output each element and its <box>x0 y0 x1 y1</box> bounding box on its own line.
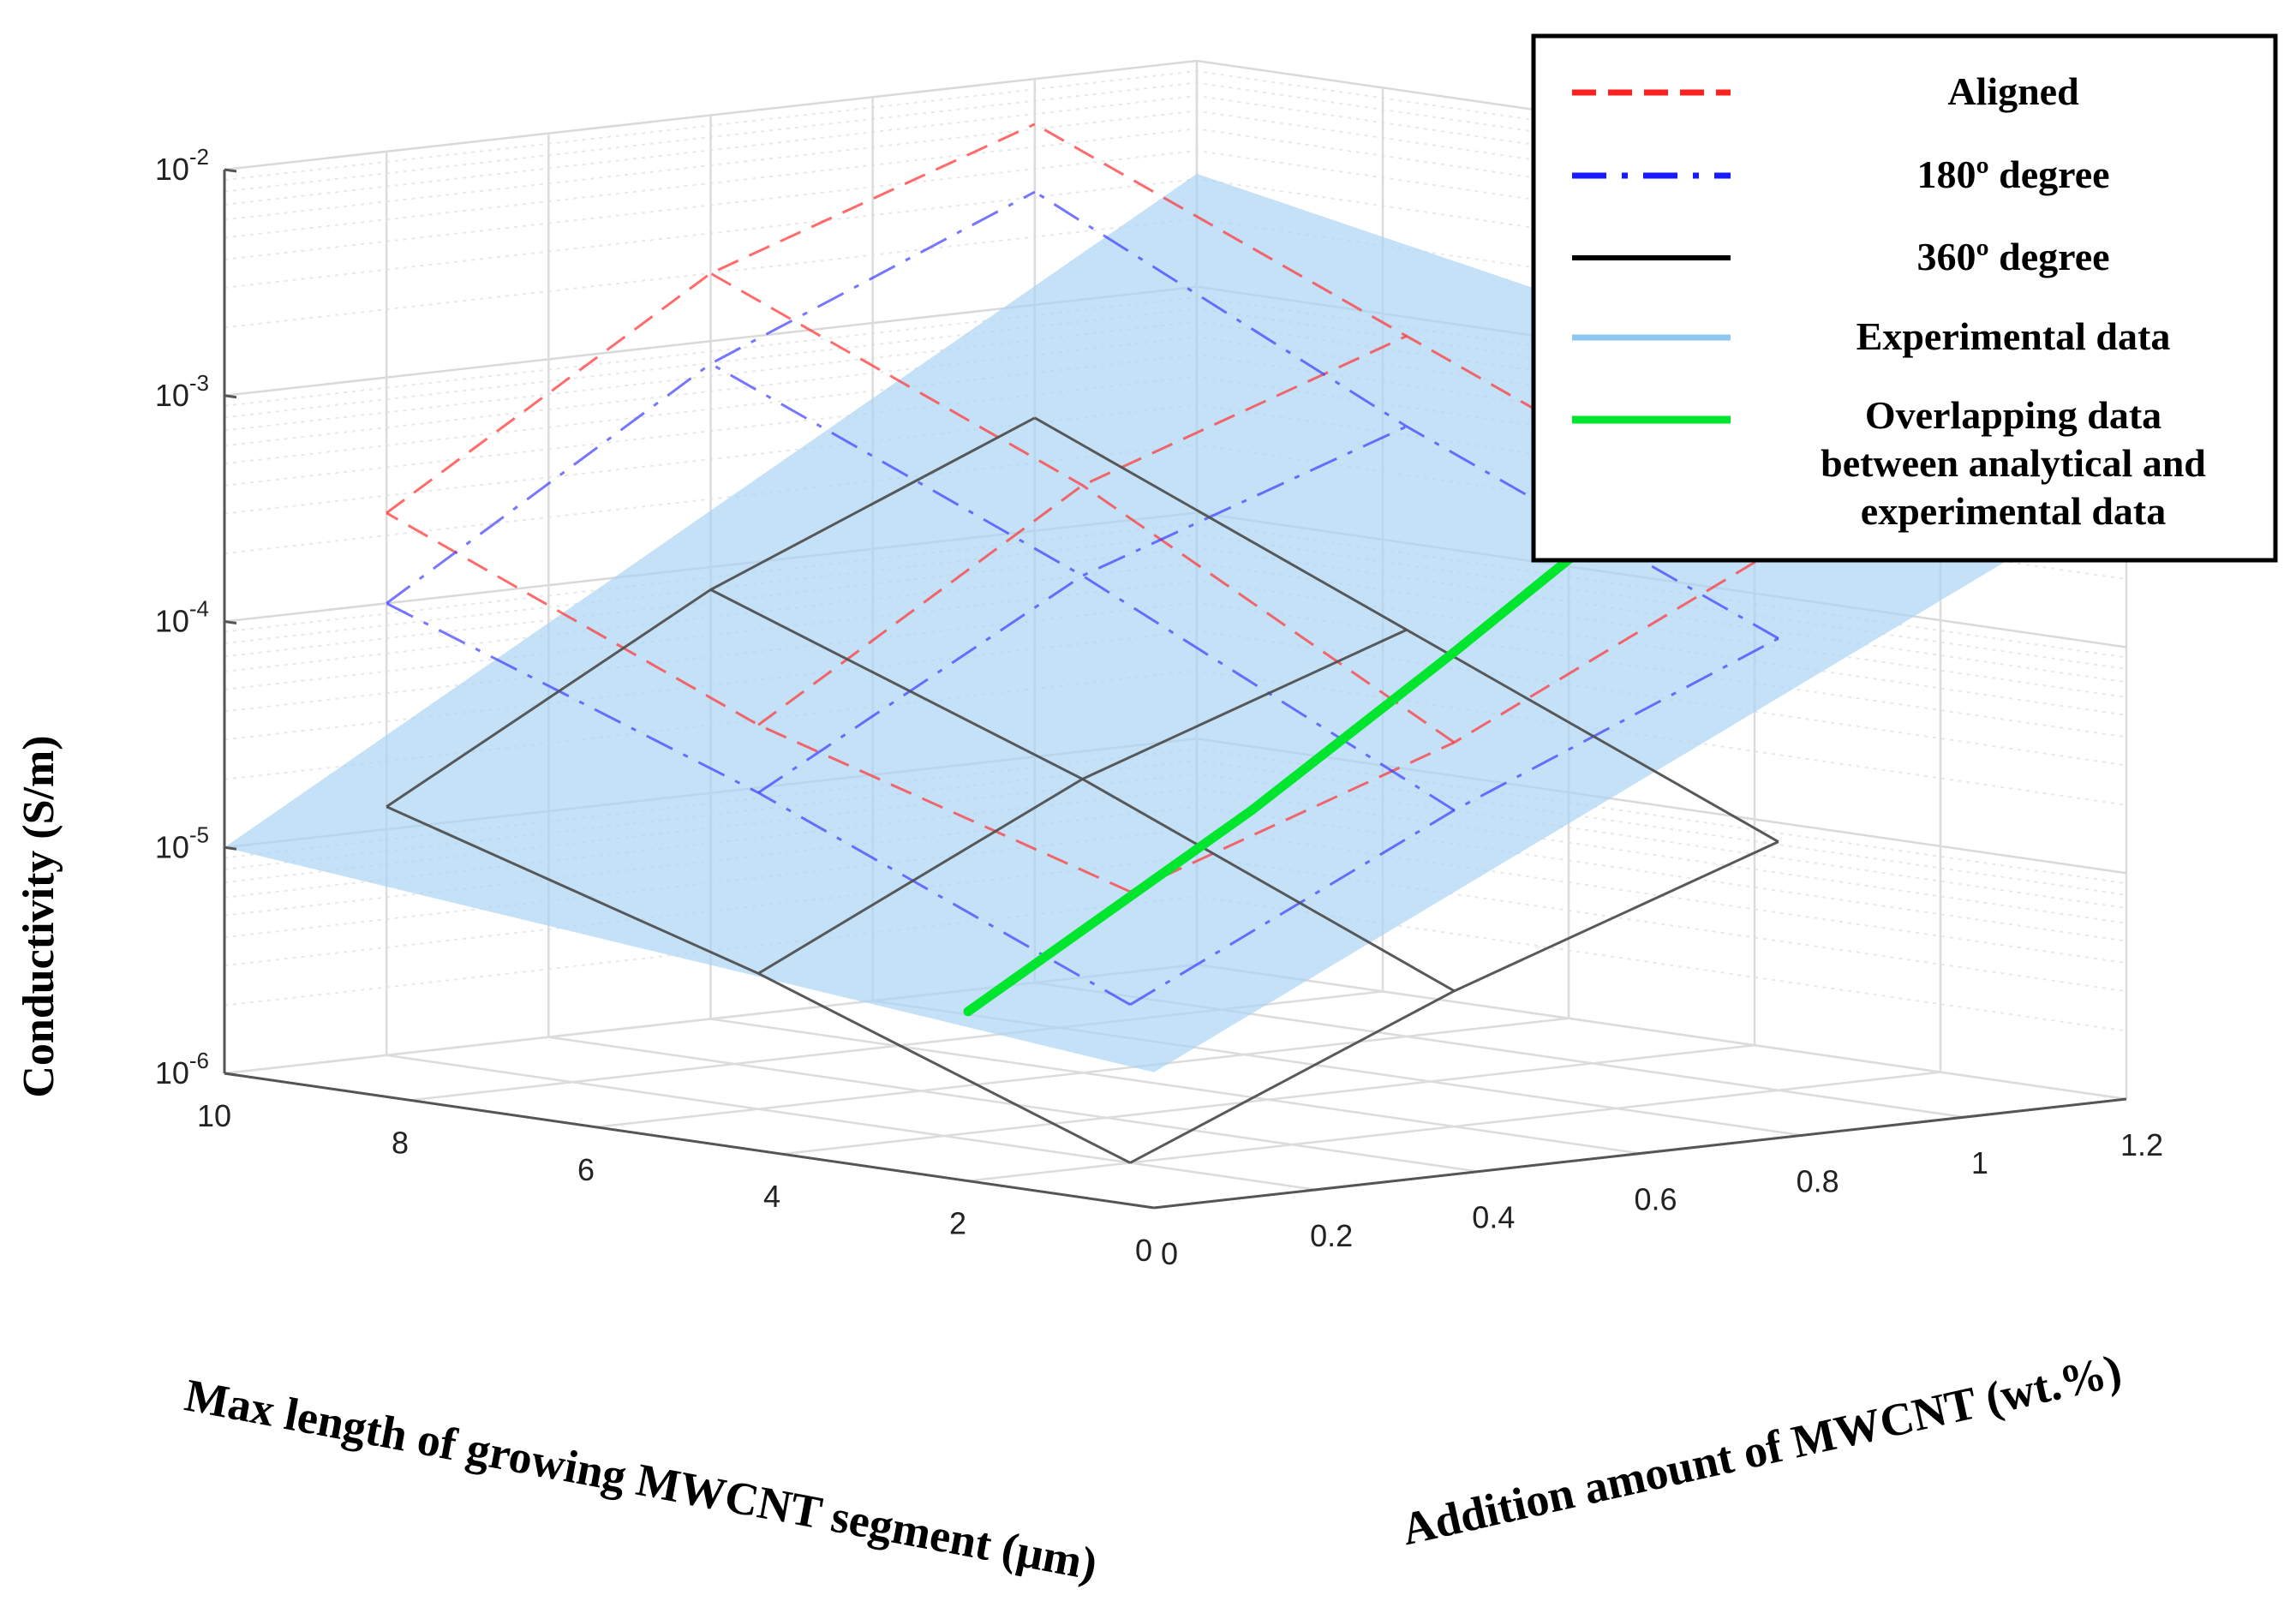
x-axis-line <box>224 1072 1155 1210</box>
y-floor-gridline <box>1196 963 2127 1101</box>
legend-label-aligned: Aligned <box>1947 69 2079 113</box>
legend-label-overlap-line3: experimental data <box>1861 489 2166 533</box>
y-tick-label: 0 <box>1161 1236 1178 1271</box>
y-tick-label: 0.8 <box>1797 1163 1839 1198</box>
y-tick-label: 1.2 <box>2120 1127 2163 1162</box>
x-tick-label: 6 <box>577 1152 595 1187</box>
180-degree-wire-x-1 <box>757 425 1408 794</box>
360-degree-wire-y-0 <box>386 805 1131 1164</box>
y-axis-title: Addition amount of MWCNT (wt.%) <box>1397 1345 2126 1556</box>
z-tick-mark <box>224 845 237 851</box>
y-floor-gridline <box>710 1018 1641 1155</box>
z-axis-title: Conductivity (S/m) <box>15 735 63 1097</box>
legend-label-experimental: Experimental data <box>1857 314 2171 358</box>
x-tick-label: 10 <box>197 1098 231 1133</box>
x-tick-label: 8 <box>392 1125 409 1160</box>
legend-box <box>1531 33 2278 563</box>
360-degree-wire-y-2 <box>1034 416 1779 843</box>
z-tick-label: 10-5 <box>155 821 209 864</box>
x-tick-label: 4 <box>763 1179 780 1214</box>
180-degree-wire-y-1 <box>709 362 1456 812</box>
360-degree-wire-y-1 <box>709 588 1456 993</box>
x-tick-label: 2 <box>949 1206 966 1241</box>
z-tick-mark <box>224 394 237 399</box>
axes: 10-6 10-5 10-4 10-3 10-2 0 2 4 6 8 10 0 0.2 0.4 0.6 0.8… <box>155 144 2163 1271</box>
aligned-wire-y-1 <box>709 272 1456 744</box>
y-tick-label: 0.4 <box>1472 1200 1515 1235</box>
legend-label-overlap-line1: Overlapping data <box>1865 393 2161 437</box>
180-degree-wire-y-2 <box>1034 190 1779 640</box>
y-floor-gridline <box>386 1054 1317 1192</box>
legend: Aligned 180º degree 360º degree Experime… <box>1531 33 2278 563</box>
aligned-wire-y-0 <box>386 511 1131 893</box>
180-degree-wire-x-2 <box>386 190 1036 605</box>
y-tick-label: 0.6 <box>1634 1182 1677 1217</box>
y-tick-label: 1 <box>1971 1145 1988 1180</box>
z-tick-label: 10-2 <box>155 144 209 187</box>
z-tick-mark <box>224 168 237 173</box>
z-tick-mark <box>224 1072 237 1077</box>
z-tick-label: 10-6 <box>155 1048 209 1090</box>
y-tick-label: 0.2 <box>1310 1218 1353 1253</box>
x-axis-title: Max length of growing MWCNT segment (μm) <box>181 1369 1101 1590</box>
180-degree-wire-y-0 <box>386 601 1131 1007</box>
z-tick-mark <box>224 620 237 624</box>
z-tick-label: 10-3 <box>155 370 209 413</box>
x-tick-label: 0 <box>1135 1233 1152 1268</box>
legend-label-180: 180º degree <box>1916 152 2109 196</box>
legend-label-overlap-line2: between analytical and <box>1821 441 2206 485</box>
z-tick-label: 10-4 <box>155 596 209 639</box>
legend-label-360: 360º degree <box>1916 235 2109 278</box>
y-axis-line <box>1153 1097 2127 1210</box>
